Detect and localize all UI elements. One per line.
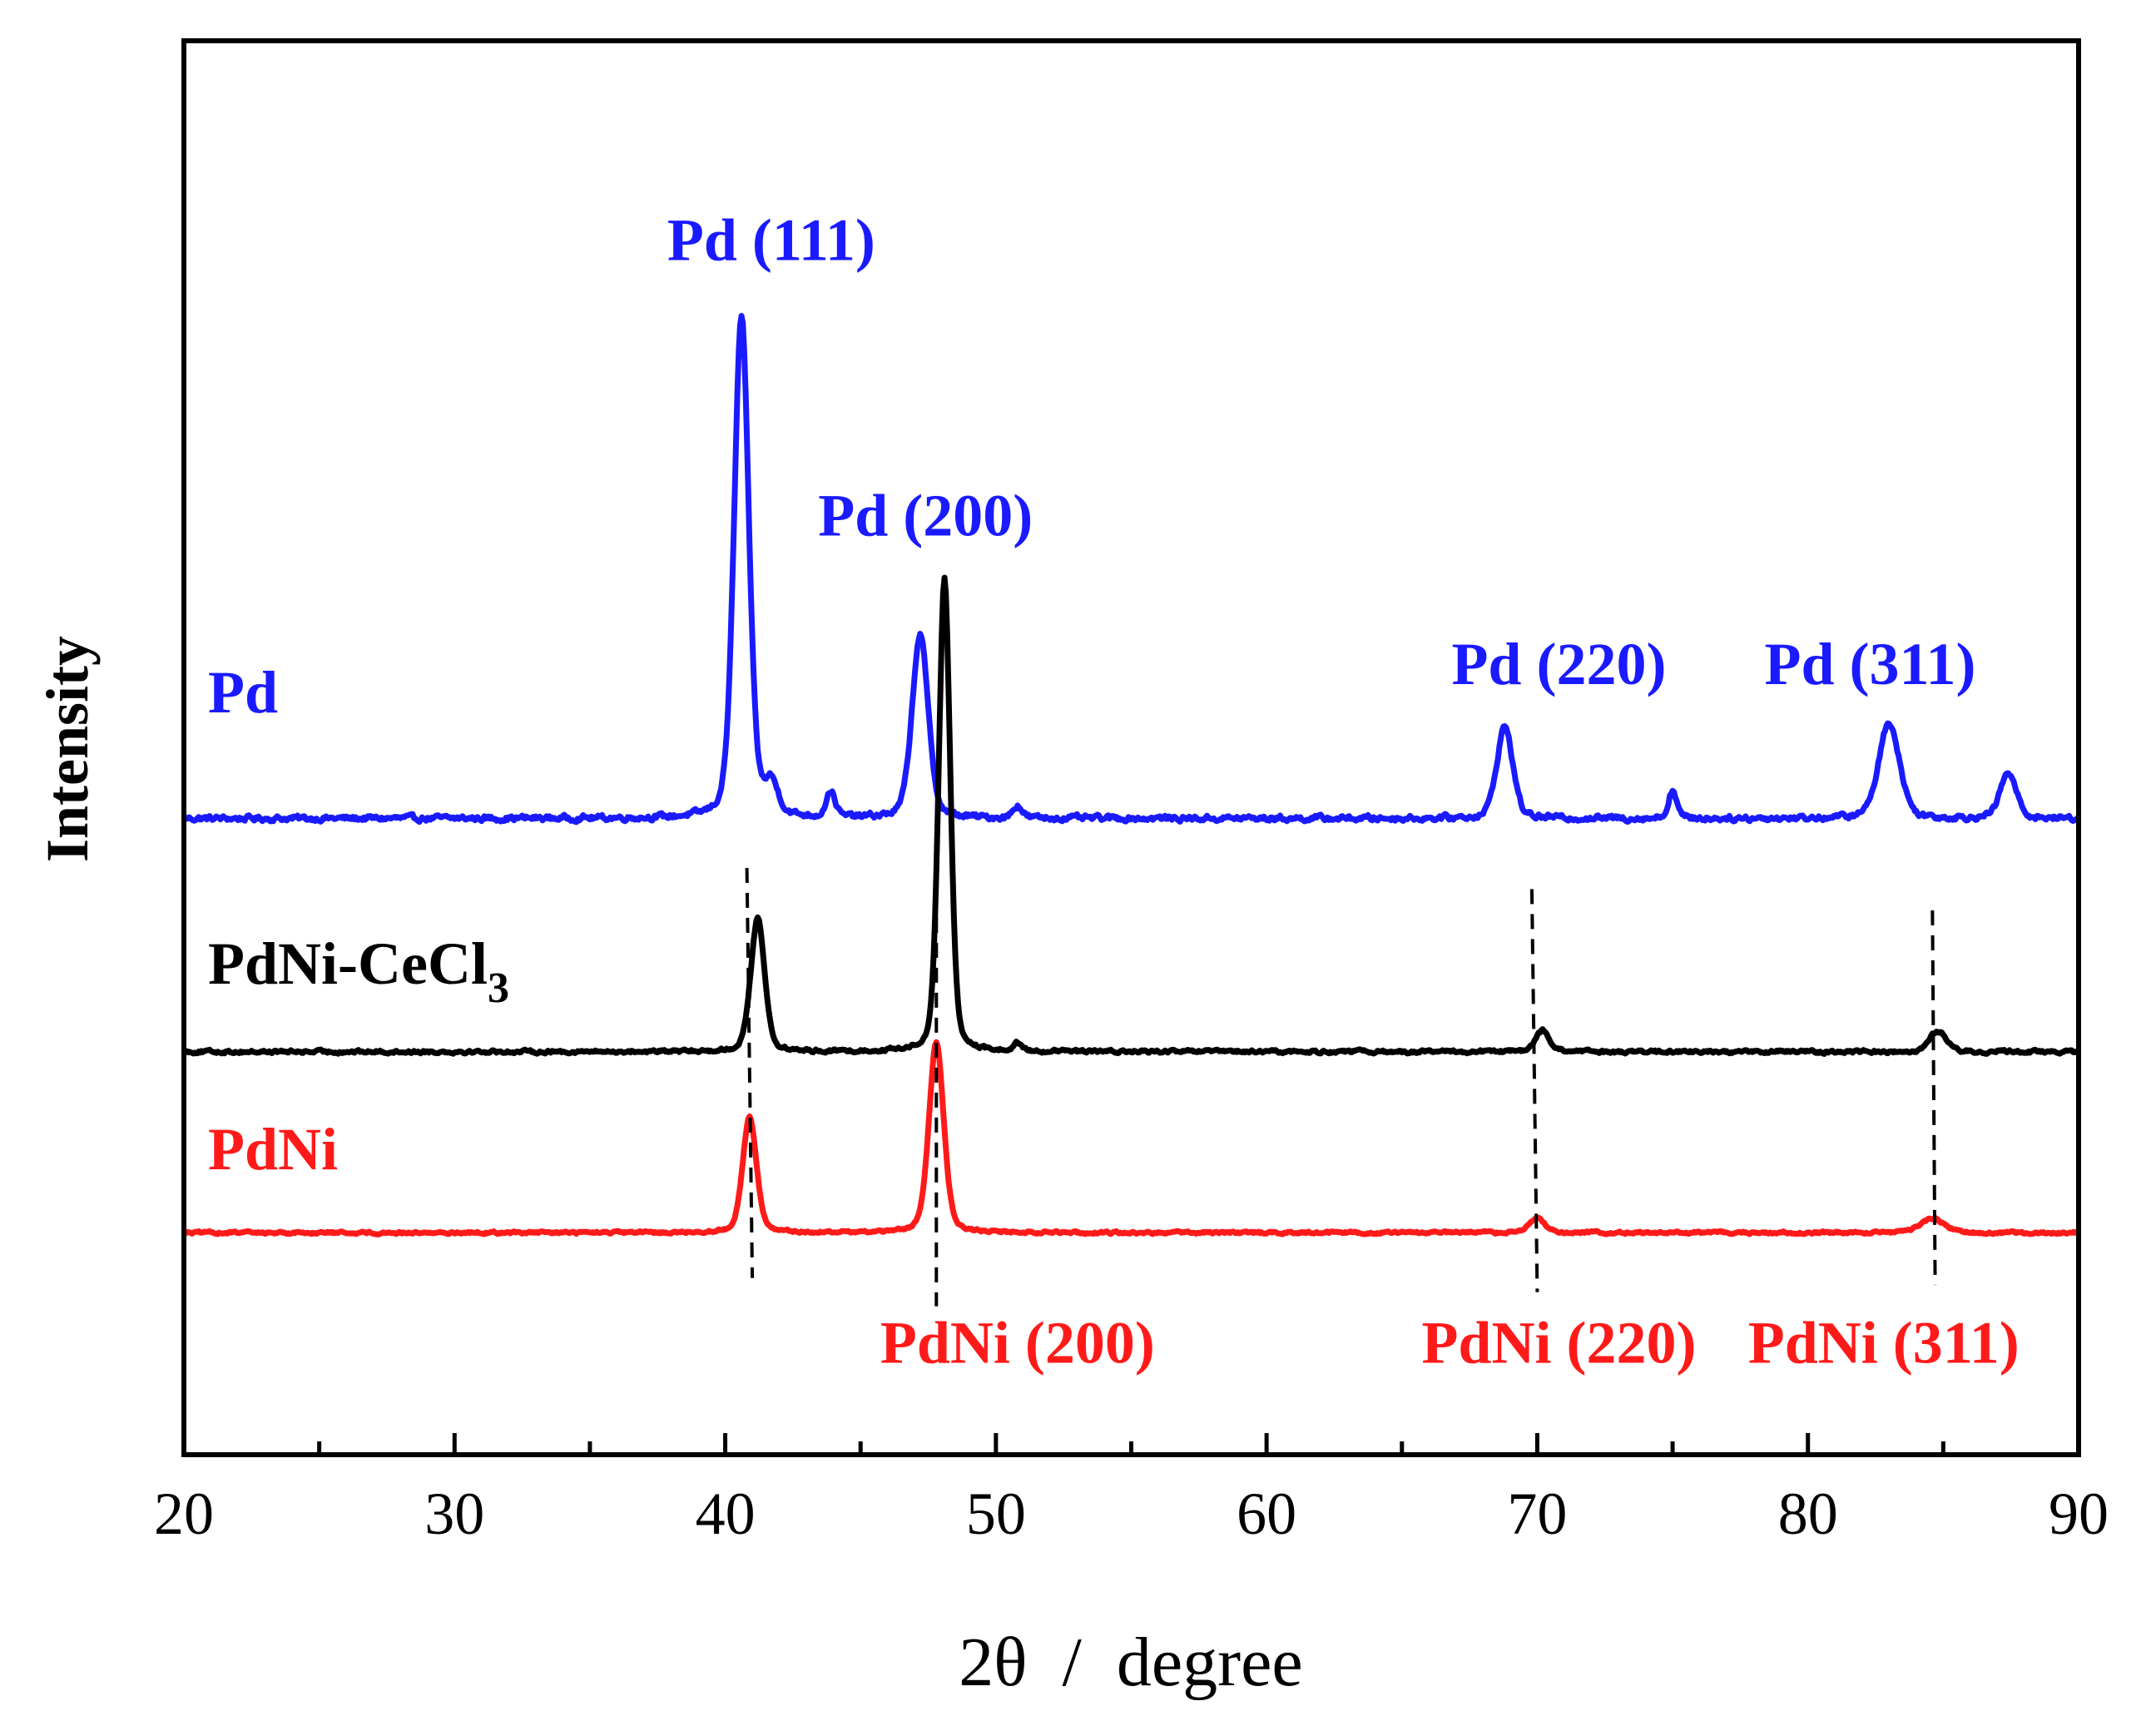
peak-annotation: PdNi (220) — [1421, 1310, 1696, 1376]
x-tick-label: 60 — [1237, 1481, 1296, 1547]
series-line-pdni-cecl3 — [181, 574, 2080, 1057]
x-tick-label: 30 — [424, 1481, 484, 1547]
peak-annotation: Pd (220) — [1451, 631, 1666, 697]
peak-annotation: Pd (111) — [667, 206, 875, 273]
series-label-text: Pd — [208, 659, 278, 726]
series-label: Pd — [208, 659, 278, 726]
peak-annotation: Pd (200) — [818, 483, 1033, 549]
x-tick-label: 20 — [154, 1481, 214, 1547]
x-axis-title: 2θ / degree — [959, 1624, 1302, 1701]
series-label-text: PdNi-CeCl — [208, 930, 488, 997]
x-axis: 20 30 40 50 60 70 80 90 — [154, 1433, 2109, 1547]
series-label: PdNi — [208, 1116, 338, 1183]
reference-dashed-line — [1529, 889, 1539, 1292]
series-label: PdNi-CeCl3 — [208, 930, 509, 1012]
x-tick-label: 90 — [2049, 1481, 2109, 1547]
series-line-pdni — [182, 1039, 2080, 1238]
x-tick-label: 40 — [696, 1481, 756, 1547]
series-label-text: PdNi — [208, 1116, 338, 1183]
x-tick-label: 80 — [1778, 1481, 1838, 1547]
x-tick-label: 70 — [1507, 1481, 1567, 1547]
peak-annotation: PdNi (200) — [880, 1310, 1155, 1376]
peak-annotation: PdNi (311) — [1748, 1310, 2020, 1376]
y-axis-title: Intensity — [34, 636, 101, 862]
x-tick-label: 50 — [966, 1481, 1026, 1547]
plot-area: Pd PdNi-CeCl3 PdNi Pd (111) Pd (200) Pd (220)… — [181, 206, 2081, 1376]
reference-dashed-line — [745, 867, 755, 1278]
peak-annotation: Pd (311) — [1765, 631, 1976, 697]
series-line-pd — [181, 313, 2081, 826]
reference-dashed-line — [1930, 910, 1937, 1286]
series-label-subscript: 3 — [488, 965, 509, 1012]
